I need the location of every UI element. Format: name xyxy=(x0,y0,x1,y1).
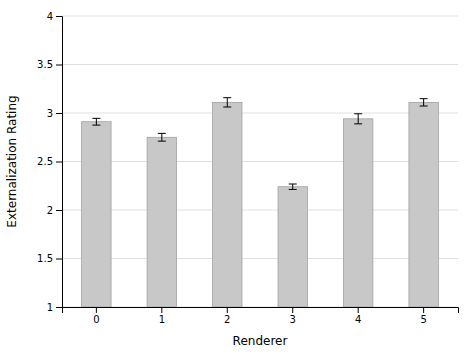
error-cap xyxy=(92,118,100,119)
error-line xyxy=(358,114,359,124)
x-tick-mark xyxy=(292,307,293,313)
x-tick: 2 xyxy=(224,307,230,325)
x-tick-label: 5 xyxy=(420,314,426,325)
error-bar xyxy=(223,98,231,107)
bar xyxy=(213,102,242,307)
error-cap xyxy=(354,123,362,124)
error-line xyxy=(227,98,228,107)
y-tick-label: 3 xyxy=(47,108,53,119)
y-tick: 1 xyxy=(47,302,62,313)
x-tick: 5 xyxy=(420,307,426,325)
x-tick-label: 2 xyxy=(224,314,230,325)
y-tick-label: 1 xyxy=(47,302,53,313)
error-cap xyxy=(289,184,297,185)
y-tick-mark xyxy=(56,113,62,114)
y-tick-label: 4 xyxy=(47,11,53,22)
error-cap xyxy=(420,98,428,99)
y-tick: 1.5 xyxy=(37,253,62,264)
grid-line xyxy=(62,210,458,211)
x-tick-label: 0 xyxy=(93,314,99,325)
x-axis: 0 1 2 3 4 5 xyxy=(63,307,459,325)
x-tick-mark xyxy=(423,307,424,313)
grid-line xyxy=(62,16,458,17)
error-bar xyxy=(354,114,362,124)
error-cap xyxy=(289,189,297,190)
chart: 0 1 2 3 4 5 1 1.5 2 2.5 3 3.5 4 Renderer Externalizati… xyxy=(0,0,474,355)
y-axis: 1 1.5 2 2.5 3 3.5 4 xyxy=(37,11,62,313)
error-bar xyxy=(158,133,166,141)
grid-line xyxy=(62,64,458,65)
y-tick: 2 xyxy=(47,205,62,216)
marks xyxy=(82,98,439,307)
x-tick-mark xyxy=(227,307,228,313)
y-tick: 3.5 xyxy=(37,59,62,70)
x-tick-mark xyxy=(96,307,97,313)
y-tick-mark xyxy=(56,210,62,211)
y-tick-label: 3.5 xyxy=(37,59,53,70)
y-axis-line xyxy=(56,17,63,308)
x-tick-mark xyxy=(358,307,359,313)
x-tick: 0 xyxy=(93,307,99,325)
bar xyxy=(343,119,372,307)
x-tick-label: 4 xyxy=(355,314,361,325)
y-tick-mark xyxy=(56,65,62,66)
error-cap xyxy=(223,97,231,98)
error-bar xyxy=(420,99,428,106)
error-line xyxy=(161,133,162,141)
plot-area: 0 1 2 3 4 5 1 1.5 2 2.5 3 3.5 4 xyxy=(37,11,458,325)
error-cap xyxy=(158,133,166,134)
bar xyxy=(278,187,307,307)
y-tick-label: 2 xyxy=(47,205,53,216)
y-tick-mark xyxy=(56,162,62,163)
x-tick: 1 xyxy=(159,307,165,325)
error-bar xyxy=(92,118,100,125)
x-tick: 3 xyxy=(290,307,296,325)
error-line xyxy=(96,118,97,125)
x-tick-mark xyxy=(161,307,162,313)
y-tick-mark xyxy=(56,259,62,260)
y-tick: 2.5 xyxy=(37,156,62,167)
bar xyxy=(147,137,176,307)
x-axis-line xyxy=(63,308,459,314)
grid xyxy=(62,16,458,307)
y-tick-label: 2.5 xyxy=(37,156,53,167)
x-axis-title: Renderer xyxy=(233,334,288,348)
y-tick-label: 1.5 xyxy=(37,253,53,264)
error-cap xyxy=(420,106,428,107)
error-line xyxy=(423,99,424,106)
y-tick-mark xyxy=(56,307,62,308)
grid-line xyxy=(62,258,458,259)
error-cap xyxy=(158,141,166,142)
error-cap xyxy=(92,125,100,126)
error-line xyxy=(292,184,293,189)
grid-line xyxy=(62,113,458,114)
y-tick: 4 xyxy=(47,11,62,22)
y-tick: 3 xyxy=(47,108,62,119)
bar xyxy=(82,122,111,307)
error-cap xyxy=(223,106,231,107)
y-axis-title: Externalization Rating xyxy=(5,95,19,227)
error-cap xyxy=(354,113,362,114)
grid-line xyxy=(62,161,458,162)
y-tick-mark xyxy=(56,16,62,17)
bar xyxy=(409,102,438,307)
x-tick: 4 xyxy=(355,307,361,325)
x-tick-label: 1 xyxy=(159,314,165,325)
x-tick-label: 3 xyxy=(290,314,296,325)
error-bar xyxy=(289,184,297,189)
